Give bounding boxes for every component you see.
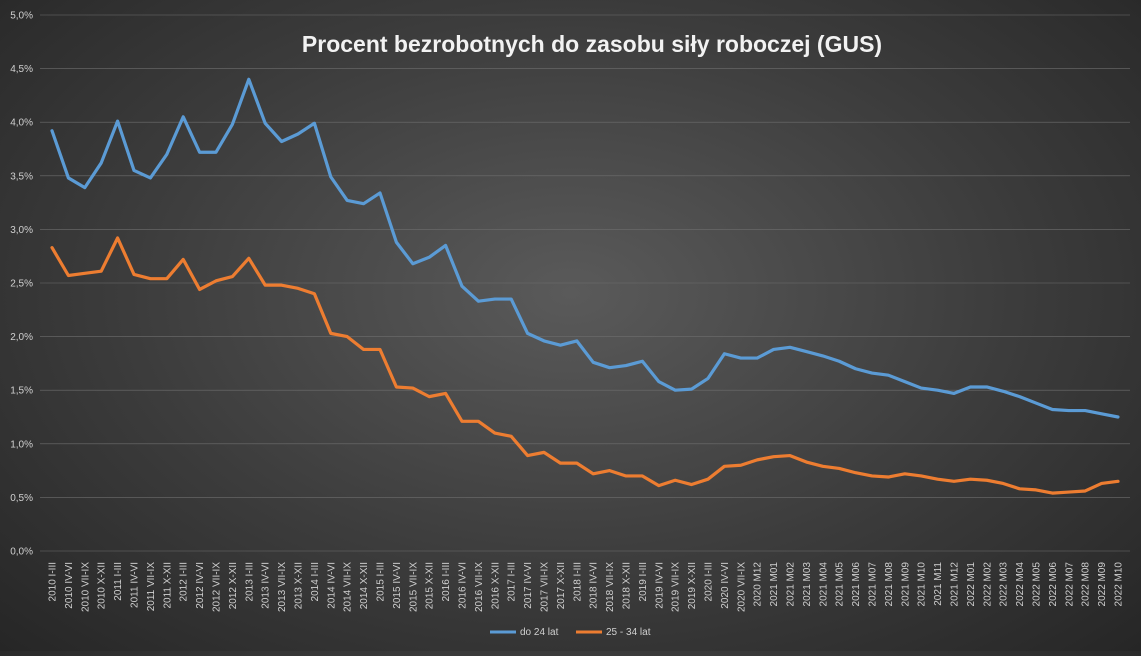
x-tick-label: 2021 M11 (933, 562, 944, 606)
x-tick-label: 2016 I-III (441, 562, 452, 601)
x-tick-label: 2021 M04 (818, 562, 829, 607)
x-tick-label: 2013 X-XII (294, 562, 305, 609)
x-tick-label: 2018 IV-VI (589, 562, 600, 609)
x-tick-label: 2010 IV-VI (64, 562, 75, 609)
x-tick-label: 2016 IV-VI (458, 562, 469, 609)
y-tick-label: 1,5% (10, 386, 33, 397)
y-tick-label: 4,0% (10, 118, 33, 129)
x-tick-label: 2014 VII-IX (343, 562, 354, 612)
x-tick-label: 2020 I-III (704, 562, 715, 601)
x-tick-label: 2016 X-XII (490, 562, 501, 609)
gridlines (40, 14, 1130, 552)
x-tick-label: 2022 M05 (1032, 562, 1043, 607)
x-tick-label: 2021 M03 (802, 562, 813, 607)
x-tick-label: 2019 I-III (638, 562, 649, 601)
x-tick-label: 2022 M08 (1081, 562, 1092, 607)
x-tick-label: 2010 VII-IX (80, 562, 91, 612)
x-tick-label: 2019 VII-IX (671, 562, 682, 612)
x-tick-label: 2014 X-XII (359, 562, 370, 609)
x-tick-label: 2022 M02 (982, 562, 993, 607)
x-tick-label: 2013 VII-IX (277, 562, 288, 612)
x-tick-label: 2016 VII-IX (474, 562, 485, 612)
x-tick-label: 2020 M12 (753, 562, 764, 607)
x-tick-label: 2012 IV-VI (195, 562, 206, 609)
x-tick-label: 2014 I-III (310, 562, 321, 601)
legend: do 24 lat 25 - 34 lat (490, 627, 651, 638)
x-tick-label: 2020 VII-IX (736, 562, 747, 612)
x-tick-label: 2011 VII-IX (146, 562, 157, 612)
y-tick-label: 2,0% (10, 332, 33, 343)
x-tick-label: 2022 M03 (999, 562, 1010, 607)
x-tick-label: 2012 VII-IX (212, 562, 223, 612)
x-tick-label: 2022 M06 (1048, 562, 1059, 607)
x-tick-label: 2022 M10 (1114, 562, 1125, 607)
x-tick-label: 2022 M01 (966, 562, 977, 607)
y-tick-label: 2,5% (10, 279, 33, 290)
x-tick-label: 2021 M09 (900, 562, 911, 607)
x-tick-label: 2022 M07 (1064, 562, 1075, 607)
x-tick-label: 2019 IV-VI (654, 562, 665, 609)
y-tick-label: 3,5% (10, 171, 33, 182)
y-tick-label: 3,0% (10, 225, 33, 236)
x-tick-label: 2021 M02 (786, 562, 797, 607)
y-tick-label: 1,0% (10, 439, 33, 450)
x-tick-label: 2015 VII-IX (408, 562, 419, 612)
y-tick-label: 5,0% (10, 11, 33, 22)
x-tick-label: 2013 I-III (244, 562, 255, 601)
y-axis-ticks: 0,0% 0,5% 1,0% 1,5% 2,0% 2,5% 3,0% 3,5% 4,0% 4,5%… (10, 11, 33, 558)
y-tick-label: 0,0% (10, 547, 33, 558)
x-tick-label: 2018 I-III (572, 562, 583, 601)
x-tick-label: 2021 M10 (917, 562, 928, 607)
x-tick-label: 2021 M07 (868, 562, 879, 607)
x-tick-label: 2021 M08 (884, 562, 895, 607)
x-tick-label: 2011 IV-VI (130, 562, 141, 608)
x-tick-label: 2017 IV-VI (523, 562, 534, 609)
x-tick-label: 2017 I-III (507, 562, 518, 601)
x-tick-label: 2017 VII-IX (540, 562, 551, 612)
x-tick-label: 2012 I-III (179, 562, 190, 601)
y-tick-label: 4,5% (10, 64, 33, 75)
x-tick-label: 2019 X-XII (687, 562, 698, 609)
series-lines (50, 77, 1120, 495)
series-line-25-34-lat (50, 236, 1120, 495)
y-tick-label: 0,5% (10, 493, 33, 504)
x-tick-label: 2021 M12 (950, 562, 961, 607)
x-tick-label: 2021 M01 (769, 562, 780, 607)
x-tick-label: 2014 IV-VI (326, 562, 337, 609)
x-tick-label: 2022 M04 (1015, 562, 1026, 607)
x-tick-label: 2017 X-XII (556, 562, 567, 609)
x-tick-label: 2015 IV-VI (392, 562, 403, 609)
series-line-do-24-lat (50, 77, 1120, 419)
x-axis-ticks: 2010 I-III 2010 IV-VI 2010 VII-IX 2010 X-XI… (48, 562, 1125, 612)
x-tick-label: 2012 X-XII (228, 562, 239, 609)
x-tick-label: 2011 I-III (113, 562, 124, 601)
x-tick-label: 2010 I-III (48, 562, 59, 601)
x-tick-label: 2015 I-III (376, 562, 387, 601)
x-tick-label: 2022 M09 (1097, 562, 1108, 607)
legend-label-do-24-lat: do 24 lat (520, 627, 559, 638)
legend-label-25-34-lat: 25 - 34 lat (606, 627, 651, 638)
chart-title: Procent bezrobotnych do zasobu siły robo… (302, 31, 882, 57)
x-tick-label: 2013 IV-VI (261, 562, 272, 609)
x-tick-label: 2011 X-XII (162, 562, 173, 609)
x-tick-label: 2010 X-XII (97, 562, 108, 609)
x-tick-label: 2018 VII-IX (605, 562, 616, 612)
x-tick-label: 2015 X-XII (425, 562, 436, 609)
x-tick-label: 2020 IV-VI (720, 562, 731, 609)
x-tick-label: 2021 M06 (851, 562, 862, 607)
x-tick-label: 2018 X-XII (622, 562, 633, 609)
x-tick-label: 2021 M05 (835, 562, 846, 607)
